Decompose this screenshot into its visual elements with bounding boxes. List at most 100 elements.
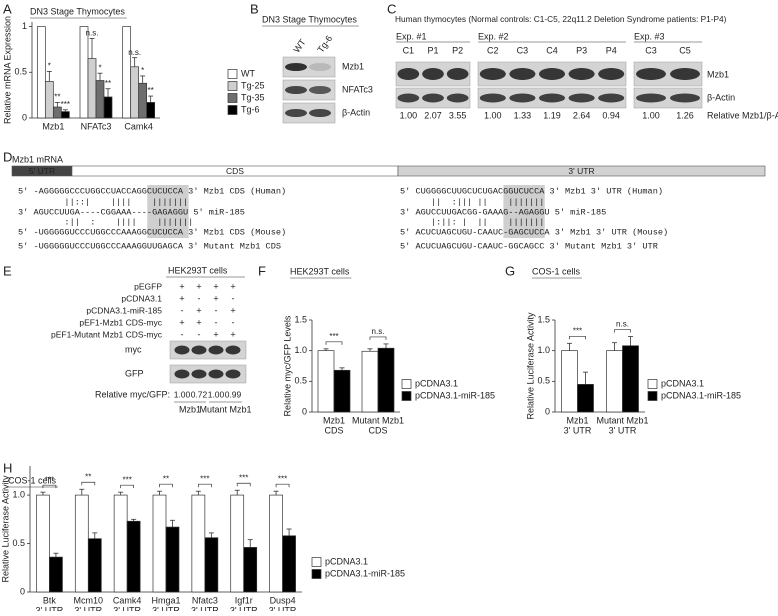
lane-label: P1 xyxy=(427,45,438,55)
band xyxy=(636,93,666,103)
legend-swatch xyxy=(227,93,238,103)
x-tick-label: Mzb1 xyxy=(323,415,345,425)
sequence-line: 5' -AGGGGGCCCUGGCCUACCAGGCUCUCCA 3' Mzb1… xyxy=(18,186,286,196)
y-tick-label: 0.5 xyxy=(537,376,550,386)
band xyxy=(446,93,469,103)
panel-letter: A xyxy=(3,1,12,16)
significance: ** xyxy=(54,93,60,102)
error-bar xyxy=(53,552,59,558)
significance-bracket xyxy=(42,484,57,489)
error-bar xyxy=(105,88,111,97)
legend-label: pCDNA3.1 xyxy=(325,556,368,566)
sign: + xyxy=(213,329,218,339)
x-tick-label: Mzb1 xyxy=(42,121,64,131)
band xyxy=(309,86,331,94)
seed-highlight xyxy=(147,185,189,238)
sign: - xyxy=(181,329,184,339)
lane-label: C4 xyxy=(546,45,558,55)
x-tick-label: 3' UTR xyxy=(230,605,258,611)
bar xyxy=(87,538,102,593)
band xyxy=(285,86,307,94)
significance-bracket xyxy=(236,482,251,487)
significance: *** xyxy=(200,474,209,483)
band xyxy=(598,93,625,103)
significance: * xyxy=(98,63,101,72)
bar xyxy=(74,494,89,593)
error-bar xyxy=(628,336,633,346)
seed-highlight xyxy=(503,185,545,238)
band xyxy=(670,93,700,103)
bar xyxy=(130,66,140,119)
significance-bracket xyxy=(569,335,586,340)
legend-label: WT xyxy=(241,68,255,78)
ratio-value: 3.55 xyxy=(449,110,467,120)
group-label: Exp. #3 xyxy=(634,31,665,41)
bar xyxy=(44,81,54,119)
lane-label: P3 xyxy=(576,45,587,55)
row-label: pCDNA3.1-miR-185 xyxy=(86,305,162,315)
bar xyxy=(165,526,180,593)
panel-letter: H xyxy=(3,460,12,475)
panel-letter: B xyxy=(250,1,259,16)
error-bar xyxy=(62,109,68,112)
legend-label: Tg-6 xyxy=(241,104,260,114)
band xyxy=(446,68,469,80)
x-tick-label: 3' UTR xyxy=(113,605,141,611)
row-label: Relative Mzb1/β-Actin xyxy=(707,110,778,120)
y-axis-label: Relative mRNA Expression xyxy=(2,16,12,124)
lane-label: C2 xyxy=(487,45,499,55)
y-axis-label: Relative Luciferase Activity xyxy=(525,312,535,420)
band xyxy=(568,68,595,80)
significance: * xyxy=(48,61,51,70)
significance: *** xyxy=(45,475,54,484)
error-bar xyxy=(79,488,85,496)
chart-title: COS-1 cells xyxy=(532,266,581,276)
band xyxy=(568,93,595,103)
sign: + xyxy=(196,281,201,291)
ratio-value: 0.99 xyxy=(225,389,242,399)
sequence-line: |:||: | || ||||||| xyxy=(400,217,544,227)
segment-label: 5' UTR xyxy=(29,166,55,176)
legend-label: pCDNA3.1 xyxy=(661,378,704,388)
chart-title: DN3 Stage Thymocytes xyxy=(30,6,125,16)
y-tick-label: 1 xyxy=(22,21,27,31)
sequence-line: ||::| |||| ||||||| xyxy=(18,197,188,207)
band xyxy=(397,68,420,80)
sign: + xyxy=(230,329,235,339)
group-label: Exp. #1 xyxy=(396,31,427,41)
bar xyxy=(577,384,594,413)
sign: + xyxy=(179,293,184,303)
bar xyxy=(146,102,156,119)
bar xyxy=(79,26,89,119)
error-bar xyxy=(195,490,201,496)
band xyxy=(509,93,536,103)
band xyxy=(598,68,625,80)
sign: + xyxy=(213,281,218,291)
x-tick-label: 3' UTR xyxy=(564,425,592,435)
significance-bracket xyxy=(120,484,134,489)
error-bar xyxy=(157,490,162,496)
bar xyxy=(103,96,113,119)
row-label: Mzb1 xyxy=(707,69,729,79)
significance: n.s. xyxy=(616,320,629,329)
bar xyxy=(230,494,245,593)
row-label: pEGFP xyxy=(134,281,162,291)
row-label: pCDNA3.1 xyxy=(121,293,162,303)
row-label: pEF1-Mzb1 CDS-myc xyxy=(79,317,162,327)
legend-swatch xyxy=(227,105,238,115)
blot xyxy=(169,364,247,384)
bar xyxy=(269,494,283,593)
bar xyxy=(243,547,258,593)
error-bar xyxy=(234,489,240,496)
x-tick-label: 3' UTR xyxy=(609,425,637,435)
error-bar xyxy=(612,342,617,351)
x-tick-label: CDS xyxy=(368,425,387,435)
sequence-line: 5' CUGGGGCUUGCUCUGACGGUCUCCA 3' Mzb1 3' … xyxy=(400,186,663,196)
bar xyxy=(191,494,206,593)
band xyxy=(208,369,224,379)
error-bar xyxy=(367,348,373,352)
ratio-value: 1.00 xyxy=(484,110,502,120)
row-label: Mzb1 xyxy=(342,61,364,71)
x-tick-label: Mutant Mzb1 xyxy=(596,415,648,425)
